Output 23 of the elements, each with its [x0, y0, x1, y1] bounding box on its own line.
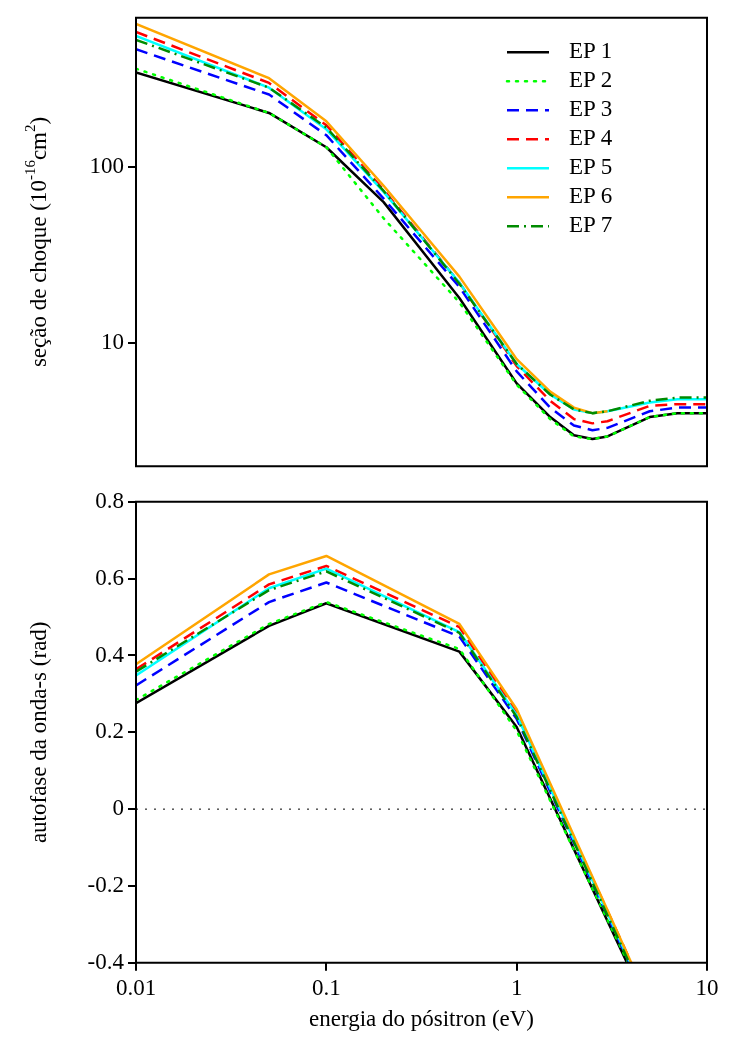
- y-tick-label: 0: [112, 795, 124, 821]
- legend-label: EP 7: [569, 212, 613, 238]
- x-tick-label: 10: [695, 974, 719, 1000]
- x-tick-label: 0.01: [115, 974, 157, 1000]
- y-tick-label: 0.2: [95, 718, 124, 744]
- x-tick-label: 0.1: [311, 974, 341, 1000]
- x-tick-label: 1: [510, 974, 523, 1000]
- x-axis-title: energia do pósitron (eV): [308, 1006, 535, 1032]
- y-tick-label: 0.6: [95, 564, 124, 590]
- legend-label: EP 1: [569, 38, 613, 64]
- y-axis-title: seção de choque (10-16cm2): [21, 116, 52, 368]
- y-tick-label: -0.4: [87, 948, 125, 974]
- y-tick-label: -0.2: [87, 872, 124, 898]
- y-tick-label: 10: [101, 329, 124, 355]
- legend-label: EP 2: [569, 67, 613, 93]
- y-axis-title: autofase da onda-s (rad): [26, 621, 52, 844]
- legend-label: EP 3: [569, 96, 613, 122]
- y-tick-label: 0.4: [95, 641, 125, 667]
- legend-label: EP 4: [569, 125, 613, 151]
- y-tick-label: 100: [89, 152, 124, 178]
- legend-label: EP 5: [569, 154, 613, 180]
- y-tick-label: 0.8: [95, 487, 124, 513]
- legend-label: EP 6: [569, 183, 613, 209]
